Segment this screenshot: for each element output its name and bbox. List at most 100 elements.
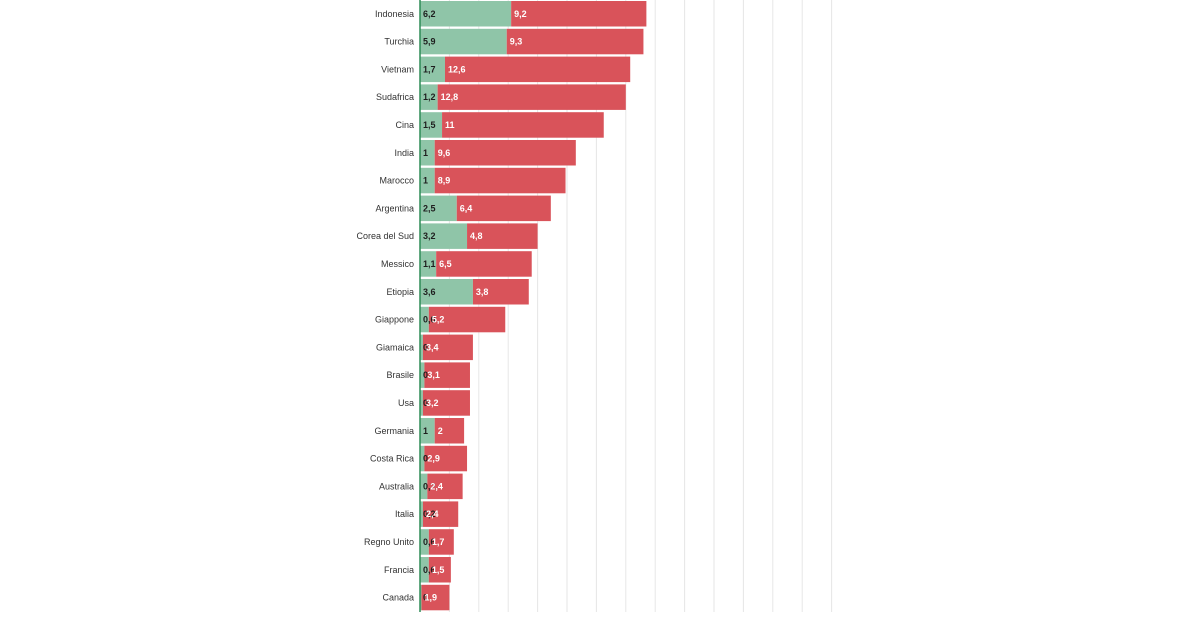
bar-series2 bbox=[434, 140, 576, 166]
bar-series1 bbox=[420, 28, 507, 55]
value-label-series1: 0 bbox=[423, 370, 428, 380]
value-label-series2: 12,8 bbox=[441, 92, 459, 102]
value-label-series2: 3,4 bbox=[426, 342, 439, 352]
bar-series2 bbox=[428, 306, 506, 333]
bar-series1 bbox=[420, 279, 473, 305]
value-label-series1: 1 bbox=[423, 176, 428, 186]
bar-series2 bbox=[434, 167, 566, 194]
value-label-series1: 1,1 bbox=[423, 259, 436, 269]
bar-series1 bbox=[420, 529, 429, 555]
category-label: Cina bbox=[395, 120, 414, 130]
category-label: Indonesia bbox=[375, 9, 414, 19]
bar-series2 bbox=[472, 279, 529, 305]
value-label-series1: 3,2 bbox=[423, 231, 436, 241]
value-label-series1: 1,2 bbox=[423, 92, 436, 102]
value-label-series2: 2,4 bbox=[426, 509, 439, 519]
value-label-series2: 1,7 bbox=[432, 537, 445, 547]
value-label-series1: 1 bbox=[423, 148, 428, 158]
category-label: Francia bbox=[384, 565, 414, 575]
value-label-series2: 1,5 bbox=[432, 565, 445, 575]
bar-series2 bbox=[427, 473, 463, 500]
value-label-series2: 4,8 bbox=[470, 231, 483, 241]
value-label-series2: 5,2 bbox=[432, 315, 445, 325]
bar-series2 bbox=[428, 529, 454, 555]
bar-series1 bbox=[420, 56, 445, 83]
value-label-series2: 3,8 bbox=[476, 287, 489, 297]
value-label-series1: 6,2 bbox=[423, 9, 436, 19]
bar-series2 bbox=[442, 112, 604, 138]
bar-series1 bbox=[420, 418, 435, 444]
category-label: Regno Unito bbox=[364, 537, 414, 547]
bar-series2 bbox=[422, 334, 473, 361]
value-label-series1: 1,5 bbox=[423, 120, 436, 130]
bar-series1 bbox=[420, 251, 437, 277]
value-label-series2: 2,9 bbox=[427, 454, 440, 464]
bar-series1 bbox=[420, 557, 429, 583]
value-label-series2: 2,4 bbox=[430, 481, 443, 491]
value-label-series1: 0,6 bbox=[423, 537, 436, 547]
value-label-series1: 0,2 bbox=[423, 509, 436, 519]
value-label-series2: 6,5 bbox=[439, 259, 452, 269]
value-label-series2: 8,9 bbox=[438, 176, 451, 186]
category-label: Germania bbox=[374, 426, 414, 436]
category-label: Costa Rica bbox=[370, 454, 414, 464]
bar-series1 bbox=[420, 112, 443, 138]
category-label: Usa bbox=[398, 398, 414, 408]
value-label-series2: 1,9 bbox=[424, 593, 437, 603]
bar-series1 bbox=[420, 84, 438, 110]
bar-series2 bbox=[506, 28, 644, 55]
category-label: Argentina bbox=[375, 203, 414, 213]
category-label: Brasile bbox=[386, 370, 414, 380]
bar-series2 bbox=[437, 84, 626, 110]
category-label: Sudafrica bbox=[376, 92, 414, 102]
value-label-series1: 0,6 bbox=[423, 565, 436, 575]
value-label-series2: 6,4 bbox=[460, 203, 473, 213]
bar-series1 bbox=[420, 167, 435, 194]
bar-series2 bbox=[424, 445, 468, 472]
value-label-series2: 9,2 bbox=[514, 9, 527, 19]
bar-series1 bbox=[420, 473, 428, 500]
bar-series2 bbox=[428, 557, 451, 583]
category-label: India bbox=[394, 148, 414, 158]
value-label-series2: 3,2 bbox=[426, 398, 439, 408]
bar-series2 bbox=[434, 418, 465, 444]
value-label-series1: 0 bbox=[423, 398, 428, 408]
bar-series1 bbox=[420, 445, 425, 472]
value-label-series2: 12,6 bbox=[448, 64, 466, 74]
category-label: Giappone bbox=[375, 315, 414, 325]
category-label: Australia bbox=[379, 481, 414, 491]
value-label-series2: 11 bbox=[445, 120, 455, 130]
category-label: Messico bbox=[381, 259, 414, 269]
bars bbox=[420, 1, 647, 611]
value-label-series1: 5,9 bbox=[423, 37, 436, 47]
category-label: Giamaica bbox=[376, 342, 414, 352]
value-label-series1: 2,5 bbox=[423, 203, 436, 213]
bar-series1 bbox=[420, 390, 423, 416]
bar-series1 bbox=[420, 195, 457, 222]
bar-series2 bbox=[456, 195, 551, 222]
bar-series2 bbox=[511, 1, 647, 27]
category-label: Canada bbox=[382, 593, 414, 603]
value-label-series2: 9,3 bbox=[510, 37, 523, 47]
value-label-series2: 3,1 bbox=[427, 370, 440, 380]
value-label-series1: 0 bbox=[423, 342, 428, 352]
bar-series2 bbox=[444, 56, 631, 83]
bar-series2 bbox=[424, 362, 470, 388]
value-label-series1: 1 bbox=[423, 426, 428, 436]
bar-series1 bbox=[420, 362, 425, 388]
bar-series2 bbox=[467, 223, 538, 249]
category-label: Vietnam bbox=[381, 64, 414, 74]
category-label: Etiopia bbox=[386, 287, 414, 297]
bar-series2 bbox=[422, 390, 470, 416]
bar-series1 bbox=[420, 223, 468, 249]
category-label: Corea del Sud bbox=[356, 231, 414, 241]
value-label-series1: 0 bbox=[423, 593, 428, 603]
value-label-series1: 1,7 bbox=[423, 64, 436, 74]
bar-series1 bbox=[420, 1, 512, 27]
category-label: Marocco bbox=[379, 176, 414, 186]
bar-series1 bbox=[420, 334, 423, 361]
value-label-series2: 2 bbox=[438, 426, 443, 436]
category-label: Italia bbox=[395, 509, 414, 519]
